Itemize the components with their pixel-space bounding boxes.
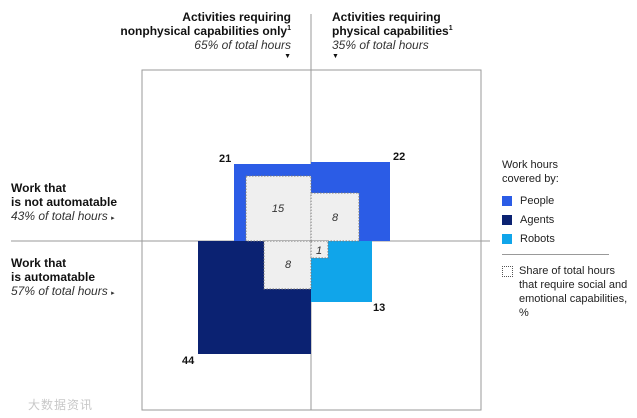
- people-physical-value: 22: [393, 151, 405, 163]
- row-header-automatable-share: 57% of total hours: [11, 284, 108, 298]
- row-header-automatable-share-wrap: 57% of total hours ▸: [11, 284, 115, 301]
- legend-item-label: People: [520, 194, 555, 207]
- row-header-not-automatable: Work that is not automatable 43% of tota…: [11, 181, 117, 226]
- down-arrow-icon: ▼: [332, 53, 339, 60]
- share-agents-box: [263, 240, 312, 290]
- people-nonphysical-value: 21: [219, 153, 231, 165]
- column-header-physical-line2: physical capabilities: [332, 24, 449, 38]
- column-header-physical-share: 35% of total hours: [332, 38, 429, 52]
- row-header-not-automatable-share-wrap: 43% of total hours ▸: [11, 209, 117, 226]
- legend-item-people: People: [502, 191, 632, 210]
- row-header-automatable: Work that is automatable 57% of total ho…: [11, 256, 115, 301]
- dotted-square-icon: [502, 266, 513, 277]
- column-header-nonphysical-line2-wrap: nonphysical capabilities only1: [120, 24, 291, 38]
- right-arrow-icon: ▸: [111, 290, 115, 297]
- row-header-automatable-line1: Work that: [11, 256, 67, 270]
- legend-title-line2: covered by:: [502, 173, 559, 185]
- legend-item-robots: Robots: [502, 229, 632, 248]
- robots-value: 13: [373, 302, 385, 314]
- share-people-physical-value: 8: [332, 212, 339, 224]
- column-header-physical-line2-wrap: physical capabilities1: [332, 24, 453, 38]
- share-agents-value: 8: [285, 259, 292, 271]
- agents-swatch: [502, 214, 512, 225]
- footnote-marker: 1: [448, 25, 453, 32]
- legend-share-text: Share of total hours that require social…: [519, 265, 628, 319]
- legend-title-line1: Work hours: [502, 159, 559, 171]
- watermark: 大数据资讯: [28, 398, 94, 412]
- column-header-nonphysical: Activities requiring nonphysical capabil…: [120, 10, 291, 62]
- share-robots-value: 1: [316, 245, 322, 257]
- robots-swatch: [502, 233, 512, 244]
- footnote-marker: 1: [287, 25, 291, 32]
- legend: Work hours covered by: People Agents Rob…: [502, 158, 632, 320]
- people-swatch: [502, 195, 512, 206]
- row-header-not-automatable-line2: is not automatable: [11, 195, 118, 209]
- agents-value: 44: [182, 355, 195, 367]
- share-people-nonphysical-value: 15: [272, 203, 285, 215]
- column-header-nonphysical-line2: nonphysical capabilities only: [120, 24, 288, 38]
- legend-title: Work hours covered by:: [502, 158, 632, 186]
- legend-share-key: Share of total hours that require social…: [502, 264, 632, 320]
- column-header-nonphysical-share: 65% of total hours: [194, 38, 291, 52]
- row-header-not-automatable-line1: Work that: [11, 181, 67, 195]
- legend-divider: [502, 254, 609, 255]
- row-header-automatable-line2: is automatable: [11, 270, 96, 284]
- column-header-physical-line1: Activities requiring: [332, 10, 441, 24]
- down-arrow-icon: ▼: [284, 53, 291, 60]
- legend-item-label: Agents: [520, 213, 555, 226]
- right-arrow-icon: ▸: [111, 215, 115, 222]
- row-header-not-automatable-share: 43% of total hours: [11, 209, 108, 223]
- column-header-physical: Activities requiring physical capabiliti…: [332, 10, 453, 62]
- share-robots-box: [310, 240, 329, 259]
- share-people-physical-box: [310, 192, 360, 242]
- column-header-nonphysical-line1: Activities requiring: [182, 10, 291, 24]
- legend-item-agents: Agents: [502, 210, 632, 229]
- legend-item-label: Robots: [520, 232, 555, 245]
